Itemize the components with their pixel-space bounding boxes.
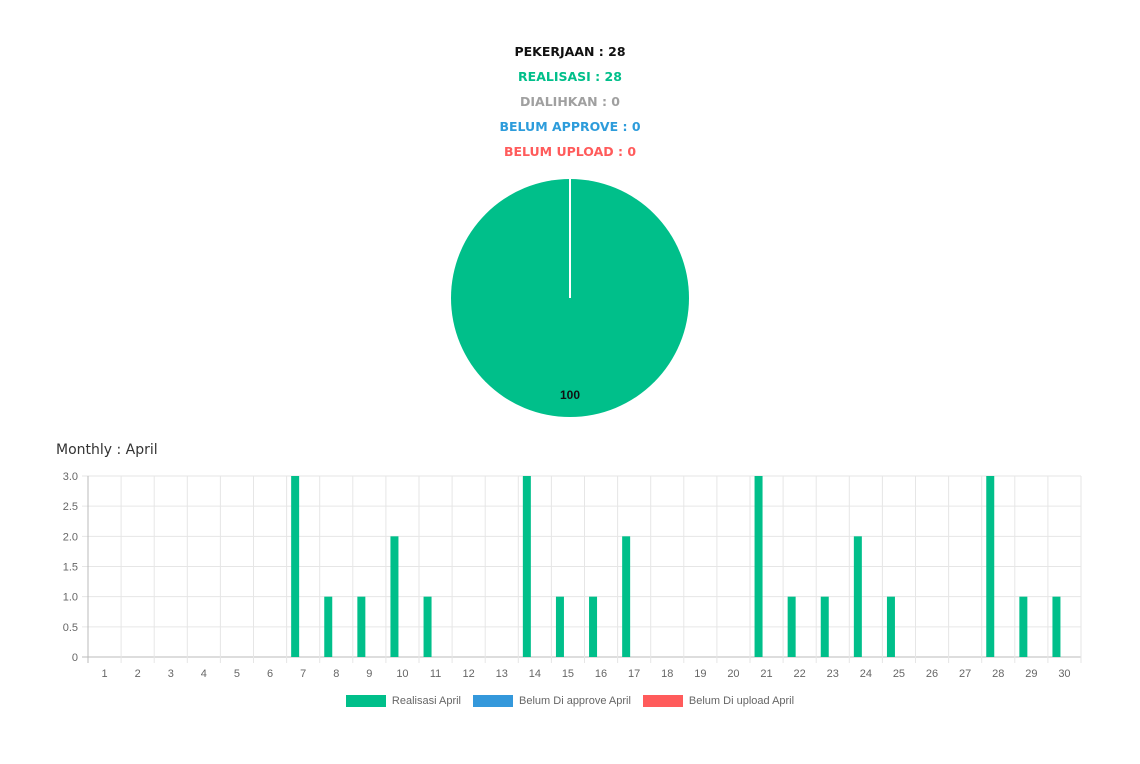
bar[interactable] xyxy=(886,596,895,657)
y-tick-label: 2.0 xyxy=(63,531,78,543)
x-tick-label: 22 xyxy=(794,668,806,680)
x-tick-label: 9 xyxy=(366,668,372,680)
legend-label: Belum Di approve April xyxy=(519,695,631,707)
pie-chart: 100 xyxy=(451,179,689,417)
bar[interactable] xyxy=(589,596,598,657)
x-tick-label: 3 xyxy=(168,668,174,680)
x-tick-label: 29 xyxy=(1025,668,1037,680)
bar[interactable] xyxy=(390,536,399,657)
belum-upload-count: BELUM UPLOAD : 0 xyxy=(503,144,637,159)
bar[interactable] xyxy=(522,476,531,657)
legend-swatch xyxy=(473,695,514,707)
x-tick-label: 24 xyxy=(860,668,872,680)
x-tick-label: 17 xyxy=(628,668,640,680)
bar[interactable] xyxy=(1052,596,1061,657)
bar[interactable] xyxy=(787,596,796,657)
legend-swatch xyxy=(642,695,683,707)
x-tick-label: 8 xyxy=(333,668,339,680)
bar[interactable] xyxy=(820,596,829,657)
legend-item[interactable]: Belum Di approve April xyxy=(473,695,631,707)
x-tick-label: 18 xyxy=(661,668,673,680)
legend-label: Belum Di upload April xyxy=(688,695,795,707)
bar[interactable] xyxy=(324,596,333,657)
x-tick-label: 2 xyxy=(135,668,141,680)
x-tick-label: 5 xyxy=(234,668,240,680)
x-tick-label: 11 xyxy=(430,668,441,680)
y-tick-label: 2.5 xyxy=(63,501,78,513)
x-tick-label: 15 xyxy=(562,668,574,680)
y-tick-label: 0 xyxy=(72,652,78,664)
legend-swatch xyxy=(345,695,386,707)
legend-label: Realisasi April xyxy=(391,695,462,707)
x-tick-label: 19 xyxy=(694,668,706,680)
x-tick-label: 26 xyxy=(926,668,938,680)
x-tick-label: 4 xyxy=(201,668,207,680)
x-tick-label: 27 xyxy=(959,668,971,680)
x-tick-label: 30 xyxy=(1058,668,1070,680)
x-tick-label: 1 xyxy=(101,668,107,680)
bar[interactable] xyxy=(555,596,564,657)
bar[interactable] xyxy=(853,536,862,657)
legend-item[interactable]: Realisasi April xyxy=(345,695,462,707)
x-tick-label: 14 xyxy=(529,668,541,680)
x-tick-label: 21 xyxy=(760,668,772,680)
realisasi-count: REALISASI : 28 xyxy=(518,69,622,84)
x-tick-label: 12 xyxy=(463,668,475,680)
monthly-bar-chart: 00.51.01.52.02.53.01 2 3 4 5 6 7 8 9 10 11 12 13 14 15… xyxy=(63,471,1082,680)
bar[interactable] xyxy=(754,476,763,657)
bar[interactable] xyxy=(423,596,432,657)
x-tick-label: 25 xyxy=(893,668,905,680)
bar[interactable] xyxy=(986,476,995,657)
x-tick-label: 7 xyxy=(300,668,306,680)
chart-legend: Realisasi April Belum Di approve April Bel… xyxy=(0,695,1140,707)
bar[interactable] xyxy=(291,476,300,657)
x-tick-label: 28 xyxy=(992,668,1004,680)
dialihkan-count: DIALIHKAN : 0 xyxy=(520,94,620,109)
legend-item[interactable]: Belum Di upload April xyxy=(642,695,795,707)
summary-block: PEKERJAAN : 28 REALISASI : 28 DIALIHKAN … xyxy=(0,42,1140,167)
x-tick-label: 16 xyxy=(595,668,607,680)
x-tick-label: 23 xyxy=(827,668,839,680)
bar[interactable] xyxy=(1019,596,1028,657)
y-tick-label: 0.5 xyxy=(63,622,78,634)
pekerjaan-count: PEKERJAAN : 28 xyxy=(514,44,626,59)
x-tick-label: 20 xyxy=(727,668,739,680)
x-tick-label: 6 xyxy=(267,668,273,680)
pie-slice-label: 100 xyxy=(560,388,580,402)
y-tick-label: 1.5 xyxy=(63,562,78,574)
x-tick-label: 13 xyxy=(496,668,508,680)
y-tick-label: 3.0 xyxy=(63,471,78,483)
x-tick-label: 10 xyxy=(396,668,408,680)
bar[interactable] xyxy=(622,536,631,657)
y-tick-label: 1.0 xyxy=(63,592,78,604)
bar[interactable] xyxy=(357,596,366,657)
monthly-title: Monthly : April xyxy=(56,442,158,458)
belum-approve-count: BELUM APPROVE : 0 xyxy=(499,119,641,134)
